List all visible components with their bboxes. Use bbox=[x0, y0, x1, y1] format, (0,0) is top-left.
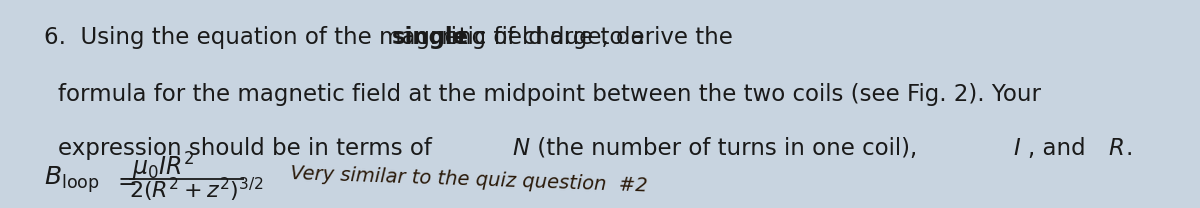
Text: single: single bbox=[392, 26, 469, 49]
Text: (the number of turns in one coil),: (the number of turns in one coil), bbox=[529, 137, 924, 160]
Text: I: I bbox=[1014, 137, 1020, 160]
Text: $2(R^2+z^2)^{3/2}$: $2(R^2+z^2)^{3/2}$ bbox=[128, 175, 263, 204]
Text: ring of charge, derive the: ring of charge, derive the bbox=[434, 26, 733, 49]
Text: , and: , and bbox=[1028, 137, 1093, 160]
Text: $\mu_0 I R^2$: $\mu_0 I R^2$ bbox=[132, 151, 196, 183]
Text: formula for the magnetic field at the midpoint between the two coils (see Fig. 2: formula for the magnetic field at the mi… bbox=[59, 83, 1042, 106]
Text: $=$: $=$ bbox=[113, 168, 137, 192]
Text: 6.  Using the equation of the magnetic field due to a: 6. Using the equation of the magnetic fi… bbox=[44, 26, 652, 49]
Text: .: . bbox=[1126, 137, 1133, 160]
Text: expression should be in terms of: expression should be in terms of bbox=[59, 137, 439, 160]
Text: N: N bbox=[512, 137, 529, 160]
Text: R: R bbox=[1109, 137, 1124, 160]
Text: Very similar to the quiz question  #2: Very similar to the quiz question #2 bbox=[290, 164, 648, 196]
Text: $B_{\mathrm{loop}}$: $B_{\mathrm{loop}}$ bbox=[44, 165, 100, 195]
